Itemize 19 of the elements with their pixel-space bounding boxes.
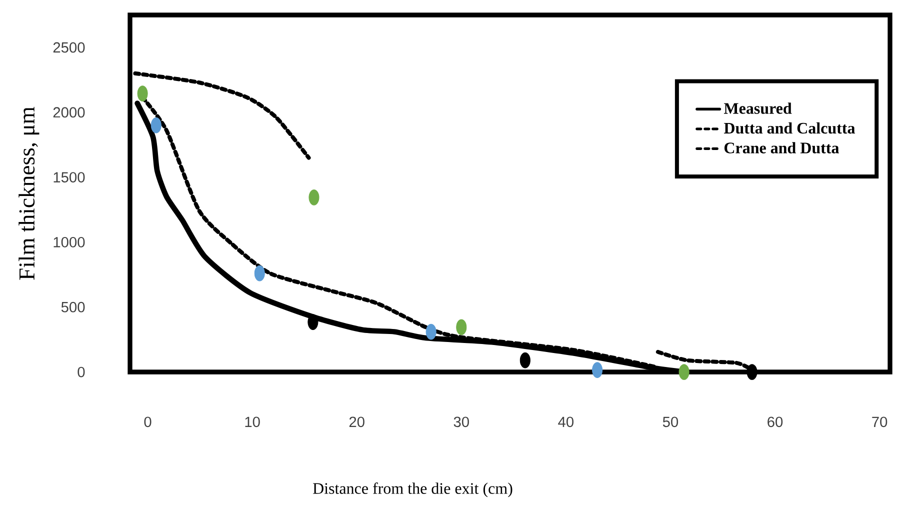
legend-label: Measured: [724, 102, 792, 114]
y-tick-label: 1000: [54, 237, 85, 248]
y-tick-label: 2000: [53, 107, 85, 118]
y-axis-title: Film thickness, μm: [18, 106, 40, 280]
legend-label: Crane and Dutta: [724, 142, 840, 154]
y-tick-label: 2500: [53, 42, 85, 53]
x-tick-label: 60: [768, 416, 783, 428]
y-tick-label: 500: [61, 302, 85, 312]
x-tick-label: 10: [245, 416, 260, 428]
x-tick-label: 0: [144, 416, 152, 428]
x-axis-title: Distance from the die exit (cm): [312, 482, 512, 498]
x-tick-label: 40: [558, 416, 574, 428]
x-tick-label: 30: [454, 416, 469, 428]
y-tick-label: 1500: [54, 172, 85, 182]
y-tick-label: 0: [78, 366, 85, 378]
legend-label: Dutta and Calcutta: [724, 122, 856, 134]
x-tick-label: 70: [872, 416, 888, 428]
x-tick-label: 20: [349, 416, 364, 428]
x-tick-label: 50: [662, 416, 678, 428]
